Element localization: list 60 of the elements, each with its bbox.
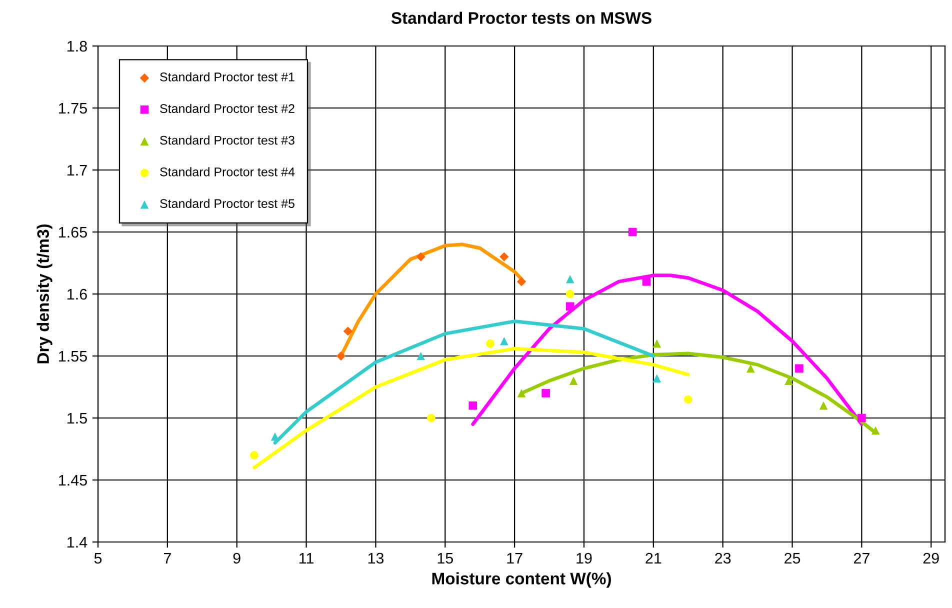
y-tick-label: 1.55: [59, 351, 87, 362]
point: [566, 274, 574, 284]
y-tick-label: 1.65: [59, 226, 87, 238]
legend-label: Standard Proctor test #3: [160, 135, 294, 145]
legend-label: Standard Proctor test #5: [160, 198, 294, 208]
point: [500, 252, 509, 262]
x-tick-label: 9: [233, 552, 240, 564]
point: [542, 389, 550, 398]
y-tick-label: 1.75: [59, 103, 87, 114]
point: [652, 374, 662, 382]
point: [652, 339, 662, 348]
line-series: [471, 274, 864, 426]
point: [250, 451, 258, 460]
point: [343, 326, 353, 336]
x-tick-label: 7: [164, 552, 171, 564]
x-tick-label: 27: [854, 552, 870, 564]
x-axis-title: Moisture content W(%): [432, 572, 611, 588]
x-tick-label: 25: [784, 552, 800, 564]
x-tick-label: 19: [576, 552, 592, 564]
x-tick-label: 11: [300, 552, 314, 564]
point: [684, 395, 692, 404]
x-tick-label: 5: [94, 552, 102, 564]
y-tick-label: 1.6: [68, 288, 87, 300]
point: [566, 302, 574, 311]
point: [500, 336, 508, 346]
y-tick-label: 1.5: [68, 413, 87, 424]
y-tick-label: 1.45: [59, 475, 87, 486]
point: [336, 351, 346, 361]
x-tick-label: 29: [923, 552, 939, 564]
point: [569, 376, 578, 385]
point: [468, 401, 478, 410]
point: [871, 426, 880, 435]
x-tick-label: 23: [715, 552, 731, 564]
point: [858, 414, 866, 422]
line-series: [252, 346, 690, 470]
x-tick-label: 13: [368, 552, 384, 564]
point: [642, 277, 651, 286]
point: [416, 252, 426, 262]
point: [795, 364, 804, 373]
x-tick-label: 17: [507, 552, 522, 564]
point: [517, 389, 526, 398]
point: [566, 290, 574, 298]
x-tick-label: 15: [438, 552, 453, 564]
chart-title: Standard Proctor tests on MSWS: [391, 12, 652, 24]
y-tick-label: 1.4: [68, 537, 88, 548]
point: [819, 401, 828, 410]
point: [516, 276, 526, 286]
y-tick-label: 1.8: [68, 40, 87, 52]
legend-label: Standard Proctor test #2: [160, 104, 294, 114]
legend-label: Standard Proctor test #1: [160, 72, 294, 82]
point: [486, 339, 494, 348]
y-tick-label: 1.7: [68, 165, 87, 176]
legend-label: Standard Proctor test #4: [160, 167, 295, 176]
point: [416, 352, 425, 360]
point: [427, 414, 436, 422]
x-tick-label: 21: [646, 552, 662, 564]
y-axis-title: Dry density (t/m3): [36, 224, 52, 364]
point: [628, 228, 637, 236]
point: [746, 364, 755, 373]
line-series: [273, 320, 656, 445]
